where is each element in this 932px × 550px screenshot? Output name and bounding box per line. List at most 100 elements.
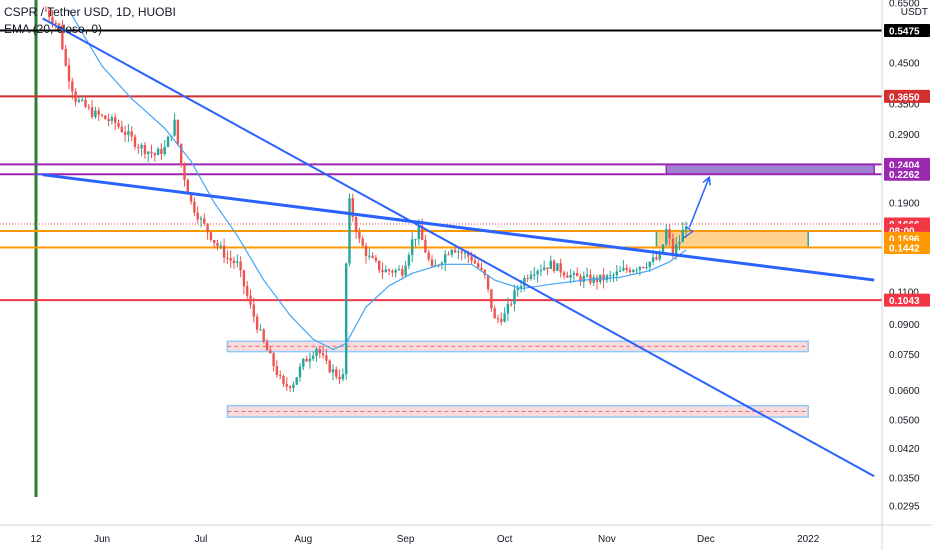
candle — [576, 267, 579, 277]
candle — [414, 239, 417, 247]
candle-body — [94, 110, 97, 117]
candle — [104, 114, 107, 120]
candle — [503, 307, 506, 323]
candle-body — [387, 269, 391, 272]
candle-body — [625, 267, 628, 270]
candle-body — [427, 252, 430, 260]
candle-body — [97, 110, 100, 115]
candle-body — [51, 16, 54, 23]
candle — [384, 265, 387, 273]
candle — [130, 126, 133, 142]
candle — [447, 251, 450, 256]
candle-body — [252, 304, 255, 317]
candle-body — [378, 260, 381, 271]
candle-body — [107, 119, 110, 121]
time-tick-label: Jun — [94, 534, 110, 545]
candle — [592, 274, 595, 286]
candle — [684, 221, 688, 238]
candle — [589, 269, 592, 286]
candle — [44, 5, 48, 12]
candle — [156, 146, 160, 156]
candle — [566, 271, 569, 278]
candle-body — [480, 267, 483, 270]
candle-body — [612, 275, 615, 277]
candle-body — [298, 366, 302, 378]
candle-body — [77, 99, 81, 102]
candle — [543, 260, 546, 271]
candle — [585, 267, 589, 279]
candle — [345, 262, 348, 381]
time-tick-label: Dec — [697, 534, 715, 545]
candle-body — [282, 375, 285, 385]
candle-body — [453, 250, 457, 253]
candle — [114, 113, 117, 131]
candle — [625, 264, 628, 274]
candle — [572, 270, 576, 283]
time-tick-label: Sep — [397, 534, 415, 545]
candle-body — [420, 225, 424, 240]
time-axis: 12 Jun Jul Aug Sep Oct Nov Dec 2022 — [30, 534, 819, 545]
candle-body — [457, 251, 460, 253]
candle — [480, 262, 483, 272]
candle-body — [384, 269, 387, 273]
candle — [180, 143, 183, 168]
candle — [272, 351, 275, 372]
candle-body — [632, 270, 635, 273]
candle — [453, 247, 457, 254]
candle — [137, 143, 140, 154]
price-badge-bg — [884, 157, 930, 171]
candle-body — [658, 254, 661, 260]
time-tick-label: Nov — [598, 534, 616, 545]
trendline-0 — [42, 17, 875, 478]
candle — [249, 289, 252, 309]
candle-body — [315, 348, 318, 356]
candles — [44, 5, 688, 393]
candle-body — [559, 263, 562, 273]
candle — [298, 363, 302, 382]
candle-body — [156, 148, 160, 156]
symbol-title: CSPR / Tether USD, 1D, HUOBI — [4, 5, 176, 19]
candle-body — [189, 193, 193, 202]
candle — [510, 301, 513, 308]
candle — [424, 234, 427, 254]
price-tick-label: 0.0350 — [889, 474, 920, 485]
candle-body — [401, 269, 404, 276]
candle-body — [444, 254, 447, 264]
candle-body — [536, 271, 539, 275]
candle — [173, 113, 176, 137]
candle — [638, 266, 642, 276]
candle — [430, 254, 434, 268]
candle-body — [348, 198, 351, 264]
price-tick-label: 0.3500 — [889, 99, 920, 110]
candle — [401, 265, 404, 280]
candle — [595, 274, 599, 290]
candle-body — [506, 303, 510, 314]
candle-body — [331, 369, 335, 373]
candle-body — [562, 272, 566, 276]
candle-body — [582, 276, 585, 282]
price-badge: 0.1442 — [884, 240, 930, 254]
candle — [549, 255, 552, 270]
candle-body — [589, 274, 592, 283]
candle — [64, 45, 67, 67]
candle — [74, 88, 77, 107]
candle — [556, 263, 559, 272]
candle — [275, 360, 279, 378]
candle-body — [176, 119, 180, 144]
candle-body — [529, 274, 533, 279]
candle-body — [81, 99, 84, 101]
candle-body — [638, 266, 642, 270]
time-tick-label: 2022 — [797, 534, 820, 545]
candle — [635, 267, 638, 275]
candle-body — [681, 229, 684, 243]
candle-body — [203, 218, 206, 224]
candle — [282, 374, 285, 387]
candle-body — [219, 245, 222, 247]
candle-body — [579, 276, 582, 282]
price-tick-label: 0.1900 — [889, 199, 920, 210]
candle-body — [87, 106, 90, 108]
candle-body — [622, 267, 625, 271]
candle — [477, 259, 480, 270]
